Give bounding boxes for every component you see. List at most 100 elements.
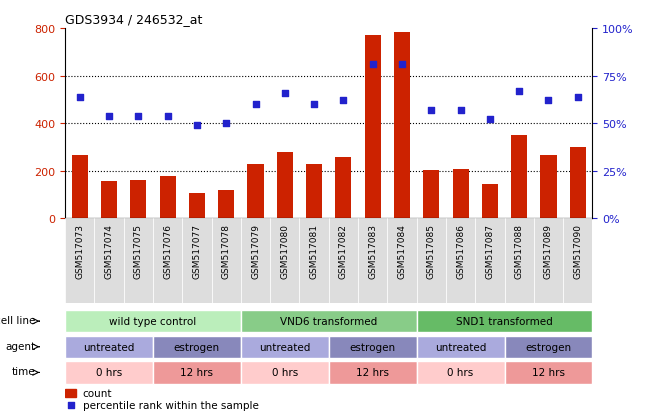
Bar	[247, 164, 264, 219]
Bar	[423, 170, 439, 219]
Point	[426, 107, 436, 114]
Text: GSM517081: GSM517081	[310, 223, 318, 278]
Bar	[65, 336, 153, 358]
Bar	[218, 191, 234, 219]
Bar	[277, 153, 293, 219]
Bar	[182, 219, 212, 304]
Point	[514, 88, 524, 95]
Text: GSM517080: GSM517080	[281, 223, 289, 278]
Bar	[124, 219, 153, 304]
Text: GDS3934 / 246532_at: GDS3934 / 246532_at	[65, 13, 202, 26]
Text: GSM517074: GSM517074	[105, 223, 113, 278]
Point	[396, 62, 408, 68]
Bar	[241, 361, 329, 384]
Bar	[482, 185, 498, 219]
Bar	[365, 36, 381, 219]
Bar	[511, 135, 527, 219]
Text: GSM517078: GSM517078	[222, 223, 230, 278]
Bar	[159, 177, 176, 219]
Text: estrogen: estrogen	[174, 342, 220, 352]
Point	[104, 113, 115, 120]
Bar	[446, 219, 475, 304]
Bar	[65, 310, 241, 332]
Text: 12 hrs: 12 hrs	[356, 368, 389, 377]
Bar	[570, 148, 586, 219]
Point	[66, 401, 76, 408]
Bar	[241, 336, 329, 358]
Bar	[329, 361, 417, 384]
Text: estrogen: estrogen	[525, 342, 572, 352]
Point	[250, 102, 260, 108]
Text: GSM517086: GSM517086	[456, 223, 465, 278]
Point	[367, 62, 378, 68]
Point	[309, 102, 319, 108]
Point	[191, 123, 202, 129]
Bar	[65, 361, 153, 384]
Bar	[241, 219, 270, 304]
Text: 0 hrs: 0 hrs	[447, 368, 474, 377]
Point	[280, 90, 290, 97]
Bar	[306, 165, 322, 219]
Point	[163, 113, 173, 120]
Text: GSM517084: GSM517084	[398, 223, 406, 278]
Bar	[387, 219, 417, 304]
Bar	[130, 180, 146, 219]
Text: 0 hrs: 0 hrs	[96, 368, 122, 377]
Text: GSM517090: GSM517090	[574, 223, 582, 278]
Text: 0 hrs: 0 hrs	[271, 368, 298, 377]
Point	[484, 117, 495, 123]
Text: untreated: untreated	[435, 342, 486, 352]
Text: SND1 transformed: SND1 transformed	[456, 316, 553, 326]
Bar	[417, 336, 505, 358]
Bar	[212, 219, 241, 304]
Bar	[358, 219, 387, 304]
Bar	[94, 219, 124, 304]
Point	[455, 107, 465, 114]
Text: GSM517076: GSM517076	[163, 223, 172, 278]
Text: GSM517088: GSM517088	[515, 223, 523, 278]
Text: agent: agent	[6, 341, 36, 351]
Text: GSM517085: GSM517085	[427, 223, 436, 278]
Text: percentile rank within the sample: percentile rank within the sample	[83, 400, 258, 410]
Bar	[505, 219, 534, 304]
Text: GSM517077: GSM517077	[193, 223, 201, 278]
Point	[221, 121, 232, 127]
Bar	[563, 219, 592, 304]
Text: GSM517083: GSM517083	[368, 223, 377, 278]
Bar	[329, 336, 417, 358]
Text: 12 hrs: 12 hrs	[180, 368, 214, 377]
Text: 12 hrs: 12 hrs	[532, 368, 565, 377]
Text: estrogen: estrogen	[350, 342, 396, 352]
Point	[543, 98, 553, 104]
Text: time: time	[12, 366, 36, 376]
Point	[572, 94, 583, 101]
Bar	[417, 361, 505, 384]
Text: GSM517079: GSM517079	[251, 223, 260, 278]
Bar	[335, 158, 352, 219]
Bar	[417, 219, 446, 304]
Bar	[65, 389, 76, 397]
Text: GSM517087: GSM517087	[486, 223, 494, 278]
Text: count: count	[83, 388, 112, 398]
Text: untreated: untreated	[83, 342, 135, 352]
Bar	[540, 155, 557, 219]
Text: untreated: untreated	[259, 342, 311, 352]
Bar	[394, 33, 410, 219]
Bar	[65, 219, 94, 304]
Text: GSM517073: GSM517073	[76, 223, 84, 278]
Bar	[475, 219, 505, 304]
Bar	[72, 156, 88, 219]
Text: GSM517089: GSM517089	[544, 223, 553, 278]
Bar	[153, 361, 241, 384]
Bar	[189, 193, 205, 219]
Bar	[534, 219, 563, 304]
Bar	[505, 336, 592, 358]
Bar	[101, 181, 117, 219]
Bar	[299, 219, 329, 304]
Text: GSM517082: GSM517082	[339, 223, 348, 278]
Bar	[153, 219, 182, 304]
Point	[339, 98, 349, 104]
Text: VND6 transformed: VND6 transformed	[280, 316, 378, 326]
Text: GSM517075: GSM517075	[134, 223, 143, 278]
Text: wild type control: wild type control	[109, 316, 197, 326]
